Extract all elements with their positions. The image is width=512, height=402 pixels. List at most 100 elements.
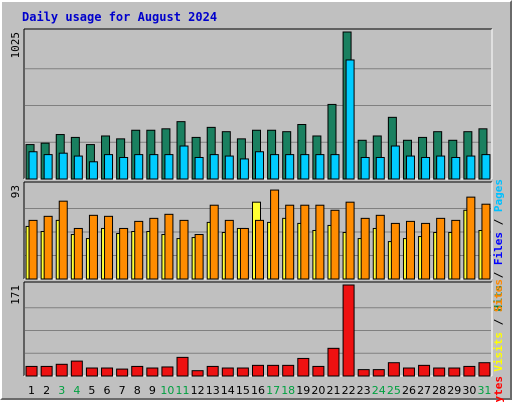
- bar-sites: [255, 219, 264, 280]
- x-tick-label: 20: [311, 384, 325, 397]
- legend-hits: Hits / Files / Pages: [492, 179, 505, 312]
- bar-pages: [58, 152, 68, 180]
- y-max-label-hits: 1025: [9, 32, 22, 59]
- bar-sites: [239, 227, 249, 280]
- legend-separator: /: [492, 312, 505, 332]
- bar-pages: [421, 156, 431, 180]
- bar-kbytes: [463, 365, 476, 377]
- bar-pages: [43, 154, 53, 180]
- bar-pages: [149, 154, 159, 180]
- bar-sites: [43, 215, 53, 280]
- bar-kbytes: [433, 367, 446, 377]
- bar-pages: [390, 145, 400, 180]
- bar-pages: [375, 156, 385, 180]
- legend-separator: /: [492, 265, 505, 285]
- bar-kbytes: [40, 365, 53, 377]
- x-tick-label: 17: [266, 384, 280, 397]
- x-tick-label: 28: [432, 384, 446, 397]
- x-tick-label: 27: [417, 384, 431, 397]
- x-tick-label: 31: [477, 384, 491, 397]
- bar-sites: [209, 204, 219, 280]
- x-tick-label: 4: [73, 384, 80, 397]
- bar-kbytes: [387, 362, 400, 377]
- bar-pages: [134, 154, 144, 180]
- bar-sites: [390, 222, 400, 280]
- bar-kbytes: [297, 357, 310, 377]
- bar-sites: [134, 220, 144, 280]
- y-max-label-visits: 93: [9, 185, 22, 198]
- bar-pages: [451, 156, 461, 180]
- legend-item-hits: Hits: [492, 285, 505, 312]
- legend-item-kbytes: KBytes: [492, 376, 505, 402]
- bar-sites: [360, 217, 370, 280]
- bar-pages: [300, 154, 310, 180]
- x-tick-label: 22: [342, 384, 356, 397]
- bar-pages: [481, 154, 491, 180]
- bar-pages: [179, 145, 189, 180]
- legend-kbytes: KBytes: [492, 376, 505, 402]
- bar-kbytes: [191, 370, 204, 377]
- bar-sites: [179, 219, 189, 280]
- chart-title: Daily usage for August 2024: [22, 10, 217, 24]
- bar-sites: [300, 204, 310, 280]
- bar-pages: [119, 156, 129, 180]
- bar-pages: [360, 156, 370, 180]
- x-tick-label: 15: [236, 384, 250, 397]
- bar-pages: [224, 155, 234, 180]
- bar-pages: [164, 154, 174, 180]
- bar-pages: [330, 154, 340, 180]
- x-tick-label: 10: [160, 384, 174, 397]
- bar-pages: [209, 154, 219, 180]
- bar-pages: [194, 156, 204, 180]
- x-tick-label: 9: [149, 384, 156, 397]
- bar-kbytes: [85, 367, 98, 377]
- bar-kbytes: [478, 362, 491, 377]
- x-tick-label: 1: [28, 384, 35, 397]
- legend-item-pages: Pages: [492, 179, 505, 212]
- bar-kbytes: [312, 365, 325, 377]
- bar-pages: [285, 154, 295, 180]
- bar-sites: [149, 217, 159, 280]
- bar-kbytes: [221, 367, 234, 377]
- bar-sites: [270, 189, 280, 280]
- x-tick-label: 25: [387, 384, 401, 397]
- x-tick-label: 5: [88, 384, 95, 397]
- bar-sites: [436, 217, 446, 280]
- bar-sites: [330, 209, 340, 280]
- x-tick-label: 24: [372, 384, 386, 397]
- bar-pages: [255, 151, 264, 180]
- bar-sites: [73, 227, 83, 280]
- legend-item-files: Files: [492, 232, 505, 265]
- x-tick-label: 19: [296, 384, 310, 397]
- bar-sites: [315, 204, 325, 280]
- bar-kbytes: [236, 367, 249, 377]
- bar-kbytes: [101, 367, 114, 377]
- x-tick-label: 18: [281, 384, 295, 397]
- x-tick-label: 6: [104, 384, 111, 397]
- y-max-label-kbytes: 171: [9, 285, 22, 305]
- bar-sites: [119, 227, 129, 280]
- bar-sites: [88, 214, 98, 280]
- x-tick-label: 26: [402, 384, 416, 397]
- bar-kbytes: [267, 364, 280, 377]
- x-tick-label: 7: [119, 384, 126, 397]
- legend-separator: /: [492, 212, 505, 232]
- x-tick-label: 3: [58, 384, 65, 397]
- bar-sites: [104, 215, 114, 280]
- bar-pages: [345, 59, 355, 180]
- bar-pages: [104, 154, 114, 180]
- x-tick-label: 30: [462, 384, 476, 397]
- bar-sites: [285, 204, 295, 280]
- bar-kbytes: [252, 364, 264, 377]
- bar-kbytes: [161, 366, 174, 377]
- x-tick-label: 11: [176, 384, 190, 397]
- bar-pages: [239, 158, 249, 180]
- bar-kbytes: [342, 284, 355, 377]
- bar-sites: [345, 201, 355, 280]
- x-tick-label: 29: [447, 384, 461, 397]
- x-tick-label: 13: [206, 384, 220, 397]
- x-tick-label: 8: [134, 384, 141, 397]
- bar-kbytes: [131, 365, 144, 377]
- bar-kbytes: [55, 363, 68, 377]
